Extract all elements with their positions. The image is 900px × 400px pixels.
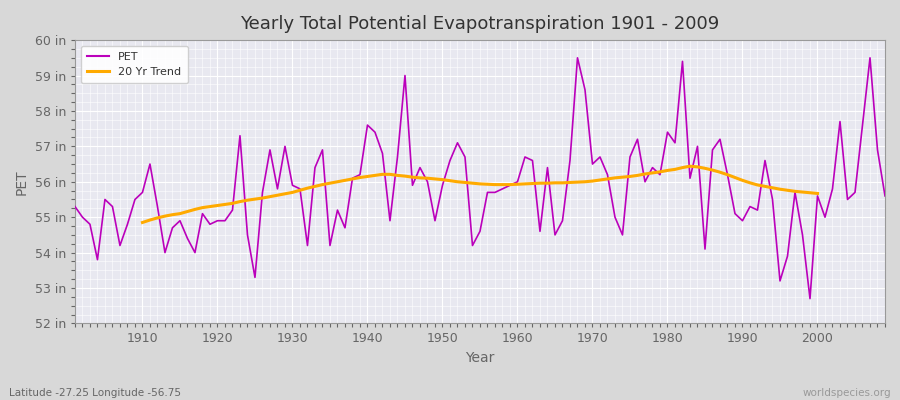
Title: Yearly Total Potential Evapotranspiration 1901 - 2009: Yearly Total Potential Evapotranspiratio… bbox=[240, 15, 720, 33]
X-axis label: Year: Year bbox=[465, 351, 495, 365]
Legend: PET, 20 Yr Trend: PET, 20 Yr Trend bbox=[80, 46, 188, 84]
Y-axis label: PET: PET bbox=[15, 169, 29, 194]
Text: Latitude -27.25 Longitude -56.75: Latitude -27.25 Longitude -56.75 bbox=[9, 388, 181, 398]
Text: worldspecies.org: worldspecies.org bbox=[803, 388, 891, 398]
